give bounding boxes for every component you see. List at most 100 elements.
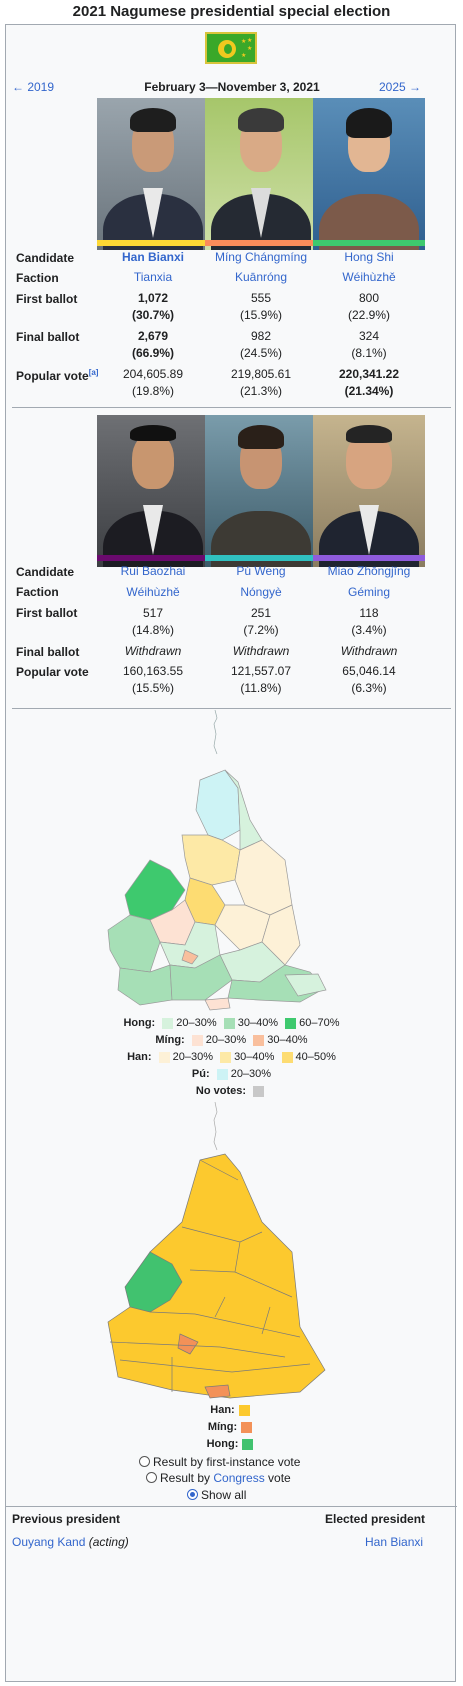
- row-label-popular-vote: Popular vote: [16, 665, 89, 679]
- first-ballot-votes: 555: [250, 291, 272, 305]
- faction-link[interactable]: Wéihùzhě: [342, 270, 396, 284]
- radio-label-first-instance: Result by first-instance vote: [153, 1455, 301, 1469]
- faction-link[interactable]: Wéihùzhě: [126, 585, 180, 599]
- radio-label-show-all: Show all: [201, 1488, 247, 1502]
- radio-show-all[interactable]: [187, 1489, 198, 1500]
- row-label-popular-vote: Popular vote[a]: [16, 368, 99, 383]
- candidate-photo-han[interactable]: [97, 98, 209, 250]
- legend-swatch: [216, 1068, 228, 1080]
- first-ballot-votes: 517: [142, 606, 164, 620]
- radio-first-instance[interactable]: [139, 1456, 150, 1467]
- final-ballot-status: Withdrawn: [340, 644, 398, 658]
- final-ballot-status: Withdrawn: [124, 644, 182, 658]
- faction-link[interactable]: Tianxia: [133, 270, 173, 284]
- legend2-hong: Hong:: [0, 1438, 463, 1450]
- first-ballot-pct: (14.8%): [131, 623, 175, 637]
- legend-swatch: [281, 1051, 293, 1063]
- candidate-name-link[interactable]: Míng Chángmíng: [214, 250, 308, 264]
- candidate-name-link[interactable]: Miao Zhōngjīng: [327, 564, 411, 578]
- infobox-title: 2021 Nagumese presidential special elect…: [72, 3, 391, 20]
- legend2-han: Han:: [0, 1404, 463, 1416]
- candidate-photo-hong[interactable]: [313, 98, 425, 250]
- results-map-winner[interactable]: [0, 1102, 463, 1402]
- divider: [6, 1506, 457, 1507]
- legend-swatch: [241, 1421, 253, 1433]
- radio-congress[interactable]: [146, 1472, 157, 1483]
- row-label-candidate: Candidate: [16, 565, 75, 579]
- candidate-color-bar: [97, 555, 209, 561]
- popular-vote-pct: (15.5%): [131, 681, 175, 695]
- candidate-photo-rui[interactable]: [97, 415, 209, 567]
- row-label-final-ballot: Final ballot: [16, 645, 80, 659]
- final-ballot-pct: (8.1%): [351, 346, 387, 360]
- first-ballot-votes: 118: [359, 606, 379, 620]
- faction-link[interactable]: Kuānróng: [234, 270, 288, 284]
- popular-vote-count: 121,557.07: [230, 664, 292, 678]
- legend2-ming: Míng:: [0, 1421, 463, 1433]
- final-ballot-status: Withdrawn: [232, 644, 290, 658]
- election-dates: February 3—November 3, 2021: [144, 80, 320, 94]
- legend-han: Han: 20–30% 30–40% 40–50%: [127, 1051, 336, 1063]
- legend-hong: Hong: 20–30% 30–40% 60–70%: [123, 1017, 340, 1029]
- candidate-name-link[interactable]: Pú Weng: [236, 564, 286, 578]
- candidate-photo-ming[interactable]: [205, 98, 317, 250]
- first-ballot-votes: 1,072: [137, 291, 169, 305]
- candidate-color-bar: [313, 555, 425, 561]
- popular-vote-count: 220,341.22: [338, 367, 400, 381]
- row-label-first-ballot: First ballot: [16, 292, 78, 306]
- congress-link[interactable]: Congress: [213, 1471, 265, 1485]
- first-ballot-pct: (30.7%): [131, 308, 175, 322]
- final-ballot-pct: (24.5%): [239, 346, 283, 360]
- legend-swatch: [285, 1017, 297, 1029]
- next-election-link[interactable]: 2025 →: [379, 80, 422, 94]
- popular-vote-count: 219,805.61: [230, 367, 292, 381]
- footnote-link[interactable]: [a]: [88, 368, 99, 377]
- candidate-name-link[interactable]: Hong Shi: [344, 250, 394, 264]
- candidate-photo-pu[interactable]: [205, 415, 317, 567]
- results-map-by-region[interactable]: [0, 710, 463, 1015]
- candidate-name-link[interactable]: Han Bianxi: [121, 250, 184, 264]
- legend-swatch: [191, 1034, 203, 1046]
- previous-president-link[interactable]: Ouyang Kand: [12, 1535, 86, 1549]
- legend-swatch: [253, 1034, 265, 1046]
- legend-pu: Pú: 20–30%: [191, 1068, 272, 1080]
- legend-ming: Míng: 20–30% 30–40%: [155, 1034, 308, 1046]
- candidate-color-bar: [205, 240, 317, 246]
- previous-president-label: Previous president: [12, 1512, 121, 1526]
- legend-swatch: [223, 1017, 235, 1029]
- final-ballot-votes: 2,679: [137, 329, 169, 343]
- faction-link[interactable]: Géming: [347, 585, 391, 599]
- radio-label-congress: Result by Congress vote: [160, 1471, 291, 1485]
- popular-vote-pct: (21.34%): [344, 384, 394, 398]
- candidate-photo-miao[interactable]: [313, 415, 425, 567]
- popular-vote-pct: (21.3%): [239, 384, 283, 398]
- elected-president-link[interactable]: Han Bianxi: [365, 1535, 424, 1549]
- candidate-color-bar: [97, 240, 209, 246]
- faction-link[interactable]: Nóngyè: [240, 585, 282, 599]
- legend-swatch: [253, 1085, 265, 1097]
- row-label-faction: Faction: [16, 271, 59, 285]
- flag-image[interactable]: ★ ★ ★ ★: [205, 32, 257, 64]
- first-ballot-votes: 800: [358, 291, 380, 305]
- first-ballot-votes: 251: [250, 606, 272, 620]
- row-label-first-ballot: First ballot: [16, 606, 78, 620]
- candidate-name-link[interactable]: Rui Baozhai: [120, 564, 186, 578]
- elected-president-label: Elected president: [325, 1512, 426, 1526]
- popular-vote-pct: (19.8%): [131, 384, 175, 398]
- final-ballot-votes: 982: [250, 329, 272, 343]
- candidate-color-bar: [205, 555, 317, 561]
- divider: [12, 407, 451, 408]
- divider: [12, 708, 451, 709]
- row-label-candidate: Candidate: [16, 251, 75, 265]
- candidate-color-bar: [313, 240, 425, 246]
- popular-vote-count: 204,605.89: [122, 367, 184, 381]
- popular-vote-pct: (11.8%): [240, 681, 282, 695]
- first-ballot-pct: (3.4%): [351, 623, 387, 637]
- prev-election-link[interactable]: ← 2019: [12, 80, 55, 94]
- row-label-faction: Faction: [16, 585, 59, 599]
- legend-swatch: [158, 1051, 170, 1063]
- first-ballot-pct: (15.9%): [239, 308, 283, 322]
- legend-no-votes: No votes:: [0, 1085, 463, 1097]
- legend-swatch: [242, 1438, 254, 1450]
- popular-vote-count: 160,163.55: [122, 664, 184, 678]
